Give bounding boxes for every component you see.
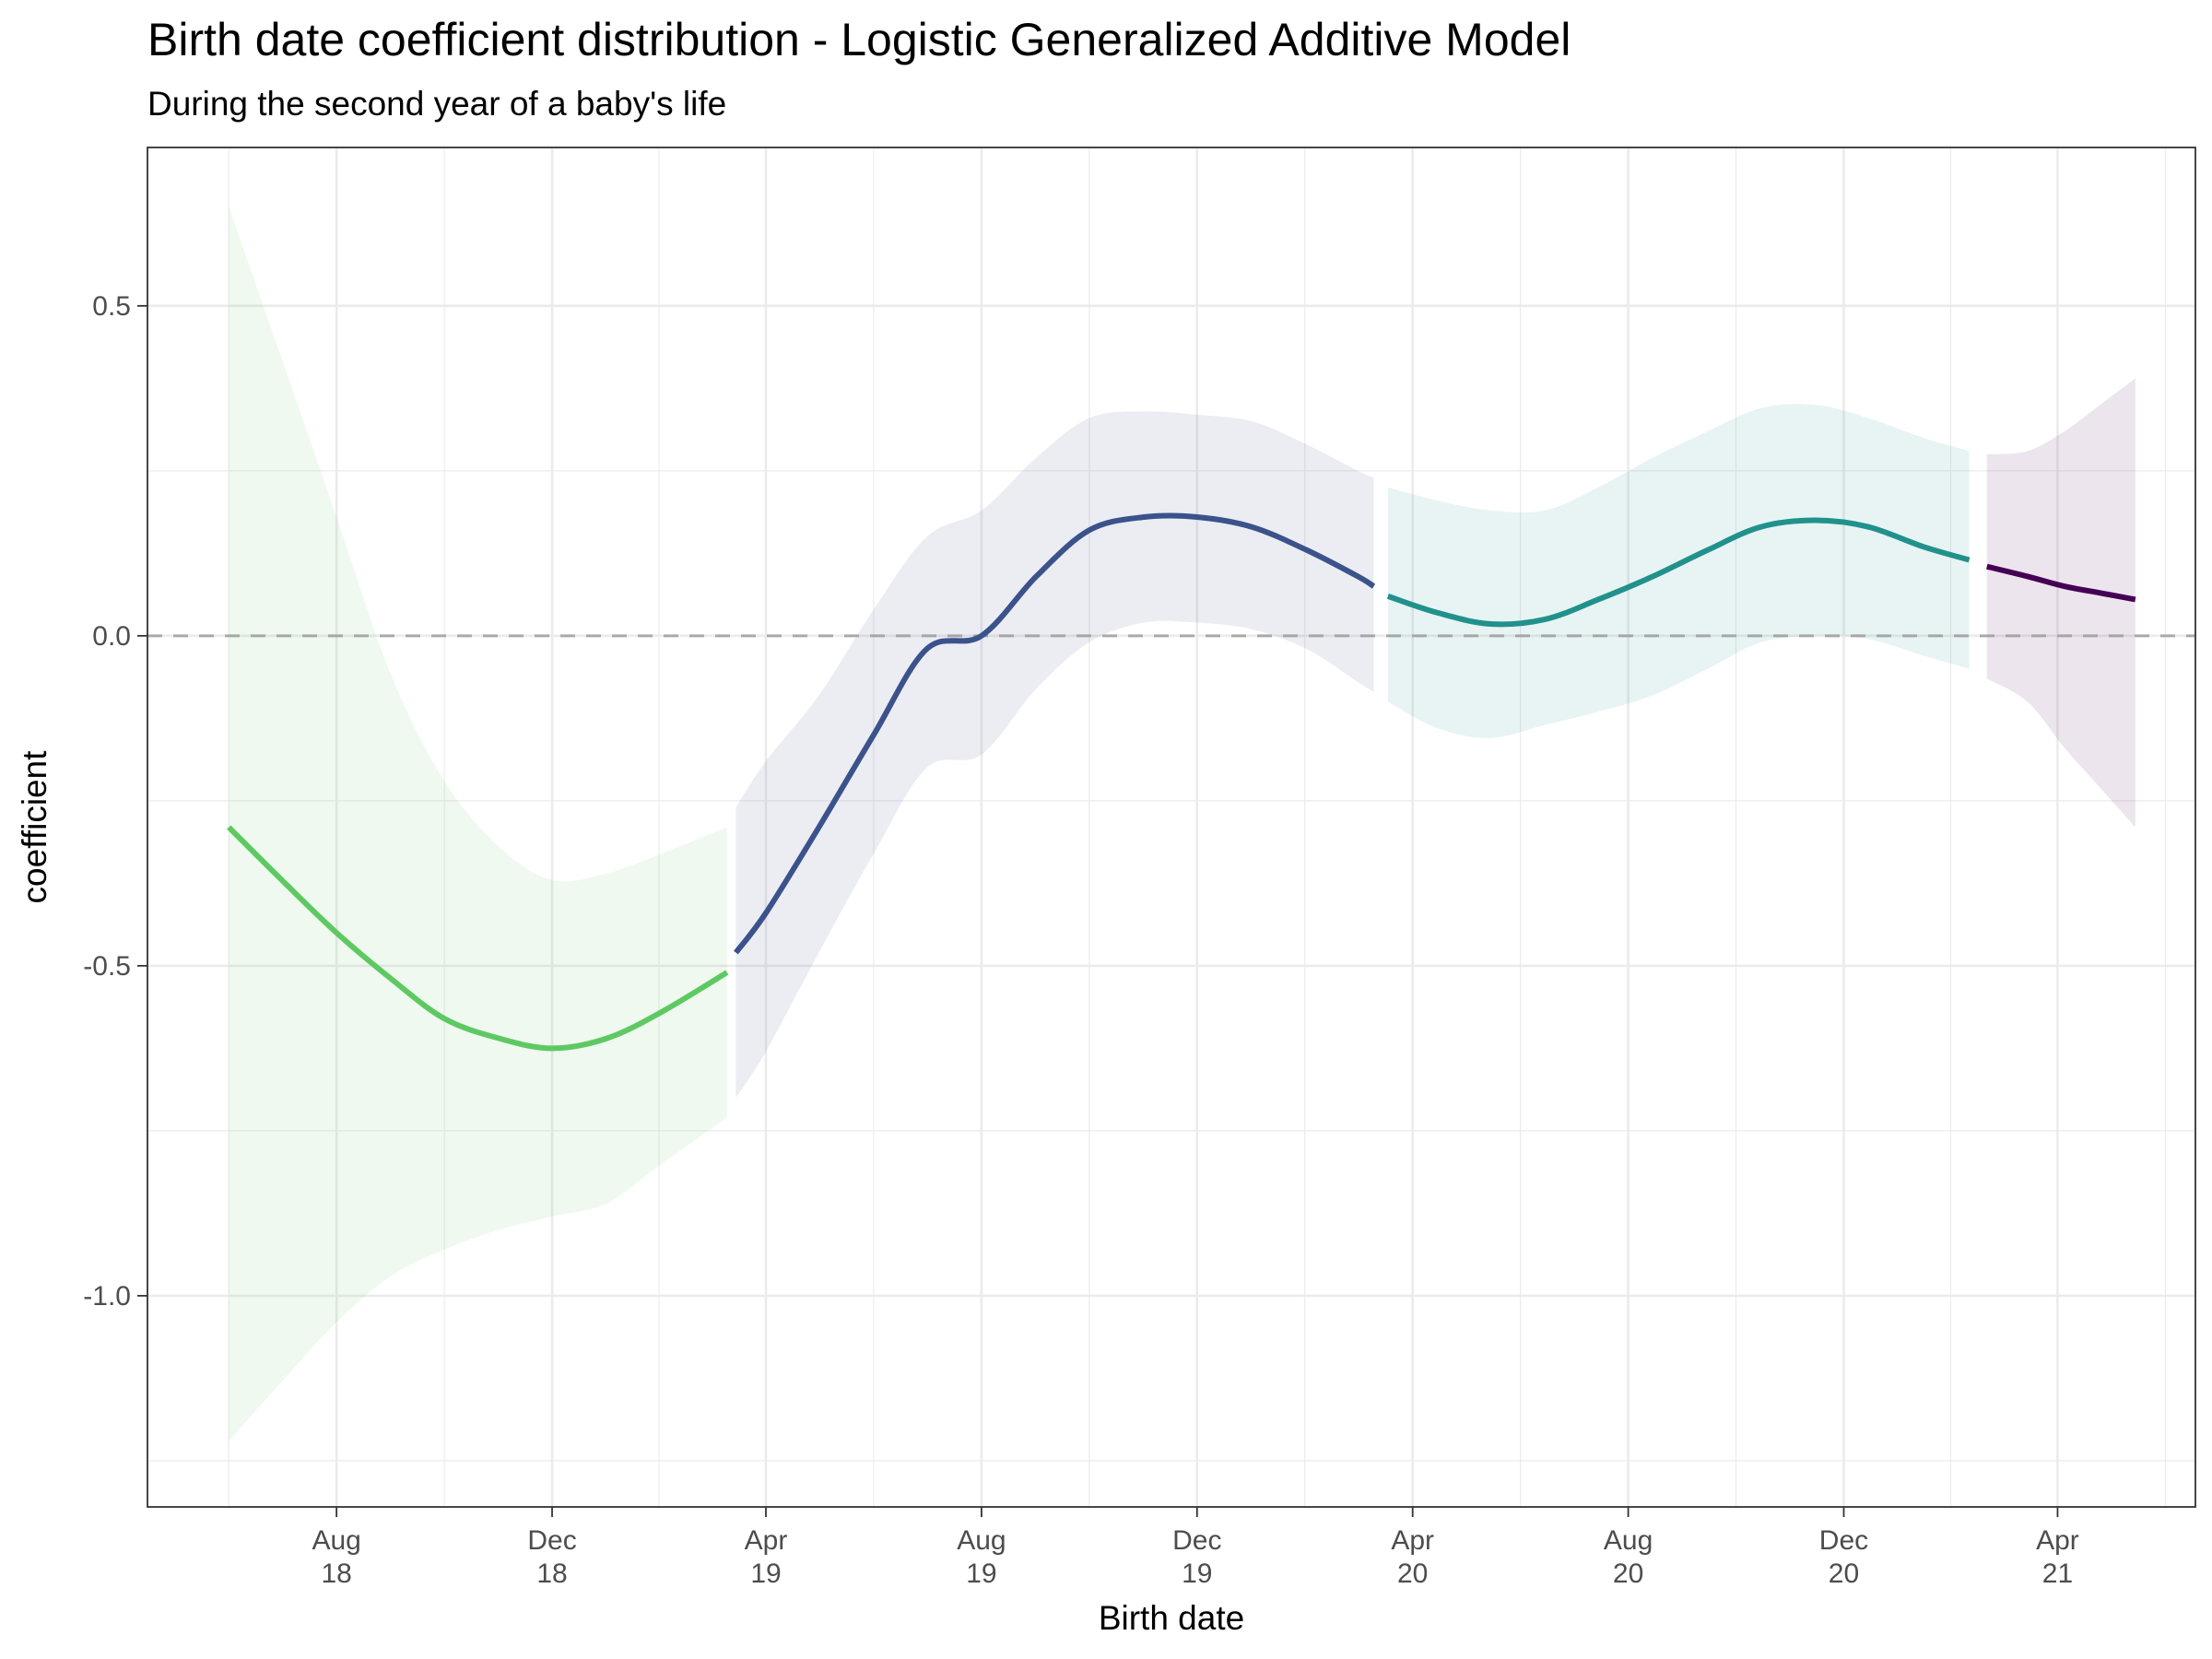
plot-panel xyxy=(147,147,2195,1507)
x-tick-label-line: 19 xyxy=(750,1559,781,1589)
series-line-1 xyxy=(227,825,729,1052)
x-tick-label-line: Apr xyxy=(745,1525,788,1556)
confidence-band-4 xyxy=(1986,378,2136,828)
x-tick-label: Apr 21 xyxy=(2036,1525,2079,1589)
confidence-band-2 xyxy=(735,411,1374,1099)
confidence-bands xyxy=(229,206,2136,1441)
x-tick-label-line: 19 xyxy=(966,1559,996,1589)
x-tick-label-line: 18 xyxy=(321,1559,351,1589)
x-tick-label-line: 20 xyxy=(1829,1559,1859,1589)
confidence-band-3 xyxy=(1387,404,1970,738)
x-axis-title: Birth date xyxy=(1099,1599,1244,1637)
x-tick-label: Apr 20 xyxy=(1391,1525,1434,1589)
x-tick-label-line: Dec xyxy=(1819,1525,1868,1556)
x-tick-label-line: 21 xyxy=(2042,1559,2073,1589)
y-tick-label: -1.0 xyxy=(83,1281,131,1312)
plot-border xyxy=(147,147,2196,1508)
x-tick-label-line: Dec xyxy=(1172,1525,1221,1556)
x-tick-label-line: Apr xyxy=(2036,1525,2079,1556)
y-axis: 0.5 0.0 -0.5 -1.0 xyxy=(83,291,147,1312)
series-line-4 xyxy=(1986,563,2136,603)
x-tick-label-line: Aug xyxy=(957,1525,1006,1556)
x-tick-label-line: 19 xyxy=(1182,1559,1212,1589)
x-tick-label-line: Dec xyxy=(527,1525,576,1556)
x-tick-label: Dec 20 xyxy=(1819,1525,1868,1589)
x-tick-label-line: Aug xyxy=(312,1525,360,1556)
confidence-band-1 xyxy=(229,206,727,1441)
x-tick-label: Aug 19 xyxy=(957,1525,1006,1589)
x-tick-label: Dec 18 xyxy=(527,1525,576,1589)
x-tick-label-line: 20 xyxy=(1613,1559,1643,1589)
x-tick-label: Dec 19 xyxy=(1172,1525,1221,1589)
series-line-3 xyxy=(1386,517,1971,628)
y-tick-label: -0.5 xyxy=(83,951,131,982)
series-line-2 xyxy=(734,512,1376,955)
x-tick-label: Aug 18 xyxy=(312,1525,360,1589)
chart-subtitle: During the second year of a baby's life xyxy=(147,85,727,123)
x-tick-label-line: 18 xyxy=(536,1559,567,1589)
chart-title: Birth date coefficient distribution - Lo… xyxy=(147,14,1571,65)
grid xyxy=(147,147,2195,1507)
x-tick-label-line: Aug xyxy=(1604,1525,1653,1556)
y-axis-title: coefficient xyxy=(16,750,53,904)
x-tick-label-line: 20 xyxy=(1397,1559,1428,1589)
x-tick-label: Apr 19 xyxy=(745,1525,788,1589)
x-tick-label: Aug 20 xyxy=(1604,1525,1653,1589)
y-tick-label: 0.0 xyxy=(92,621,131,652)
x-tick-label-line: Apr xyxy=(1391,1525,1434,1556)
y-tick-label: 0.5 xyxy=(92,291,131,322)
series-lines xyxy=(227,512,2136,1052)
